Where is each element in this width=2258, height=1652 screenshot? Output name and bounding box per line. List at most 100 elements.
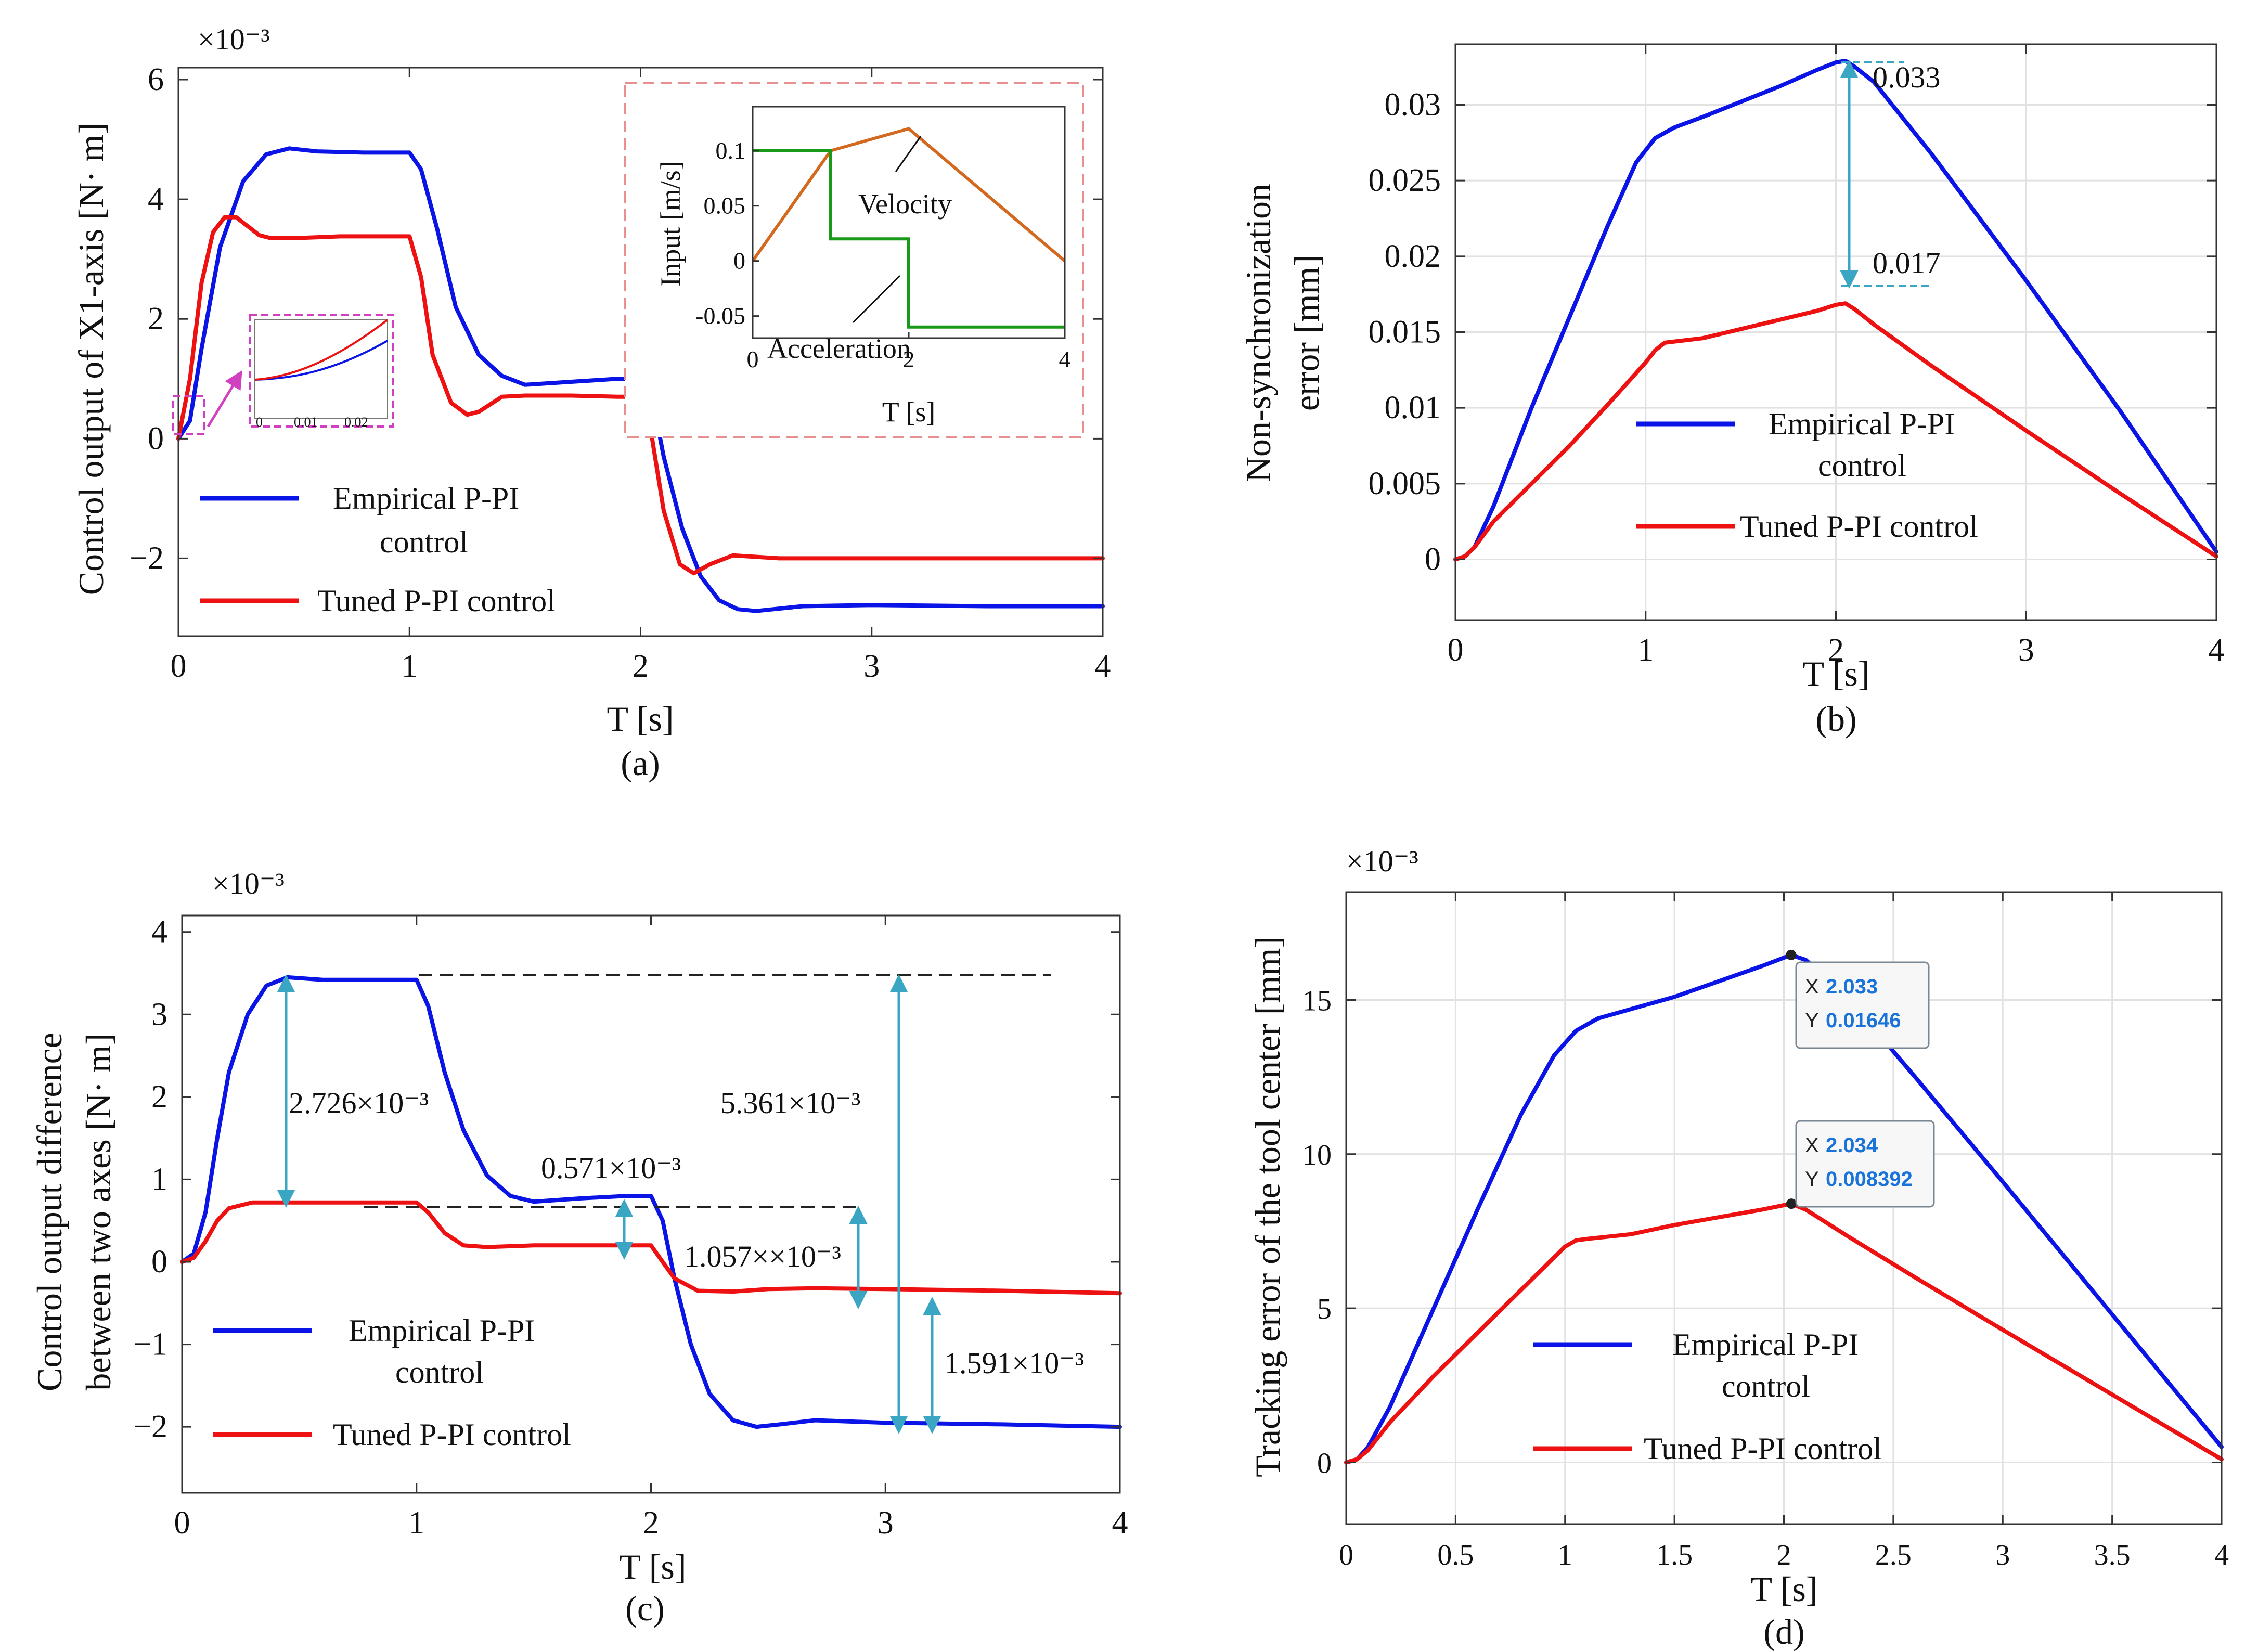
legend-label-tuned: Tuned P-PI control bbox=[317, 584, 556, 618]
panel-b-ytick-label: 0.02 bbox=[1385, 239, 1441, 274]
legend-label-empirical: Empirical P-PI bbox=[1672, 1327, 1859, 1362]
legend-label-tuned: Tuned P-PI control bbox=[1740, 509, 1978, 544]
panel-d-xtick-label: 1 bbox=[1558, 1539, 1572, 1571]
input-inset-ytick-label: 0.05 bbox=[704, 192, 746, 219]
panel-c: 0 1 2 3 4 −2 −1 0 1 2 3 4 ×10⁻³ Control output diff… bbox=[30, 867, 1128, 1628]
panel-d-series-empirical bbox=[1344, 952, 2224, 1465]
input-inset-ytick-label: 0.1 bbox=[716, 137, 746, 164]
panel-b-series-empirical bbox=[1453, 59, 2218, 562]
panel-a-xtick-label: 4 bbox=[1095, 649, 1111, 684]
panel-d-ytick-label: 5 bbox=[1317, 1293, 1332, 1325]
input-inset-xtick-label: 4 bbox=[1059, 346, 1071, 372]
datatip-x-label: X bbox=[1805, 1134, 1819, 1157]
panel-b-ylabel-1: Non-synchronization bbox=[1238, 184, 1278, 482]
input-inset-xtick-label: 2 bbox=[903, 346, 915, 372]
datatip-x-value: 2.033 bbox=[1826, 975, 1878, 998]
panel-b: 0 1 2 3 4 0 0.005 0.01 0.015 0.02 0.025 0.03 Non-sy… bbox=[1238, 43, 2225, 739]
datatip-x-value: 2.034 bbox=[1826, 1134, 1878, 1157]
panel-d-xtick-label: 3 bbox=[1995, 1539, 2010, 1571]
panel-a-ytick-label: 4 bbox=[148, 182, 164, 217]
panel-a-caption: (a) bbox=[621, 743, 660, 783]
panel-b-xtick-label: 2 bbox=[1828, 633, 1844, 668]
panel-b-xtick-label: 1 bbox=[1637, 633, 1654, 668]
panel-c-multiplier: ×10⁻³ bbox=[212, 867, 285, 900]
panel-d-series-tuned bbox=[1344, 1202, 2224, 1465]
panel-b-ytick-label: 0.025 bbox=[1369, 163, 1441, 198]
panel-b-xtick-label: 0 bbox=[1448, 633, 1464, 668]
annotation-5361: 5.361×10⁻³ bbox=[720, 1086, 860, 1120]
legend-label-empirical-2: control bbox=[1722, 1369, 1810, 1403]
panel-d-ytick-label: 0 bbox=[1317, 1447, 1332, 1479]
legend-label-empirical-2: control bbox=[395, 1355, 484, 1389]
datatip-box bbox=[1795, 961, 1930, 1049]
annotation-0571: 0.571×10⁻³ bbox=[541, 1151, 681, 1185]
annotation-0033: 0.033 bbox=[1873, 60, 1941, 94]
legend-label-tuned: Tuned P-PI control bbox=[333, 1417, 571, 1452]
zoom-arrow bbox=[207, 370, 242, 428]
acceleration-pointer bbox=[852, 275, 901, 324]
panel-a-xtick-label: 1 bbox=[402, 649, 418, 684]
input-inset-ytick-label: -0.05 bbox=[695, 303, 745, 329]
panel-a-ytick-label: 0 bbox=[148, 421, 164, 456]
panel-c-ylabel-2: between two axes [N· m] bbox=[79, 1033, 118, 1390]
panel-a-ytick-label: 2 bbox=[148, 301, 164, 337]
panel-a-ylabel: Control output of X1-axis [N· m] bbox=[71, 123, 111, 595]
panel-c-ytick-label: 4 bbox=[151, 914, 167, 950]
panel-c-ytick-label: −2 bbox=[133, 1409, 167, 1444]
panel-b-xtick-label: 3 bbox=[2018, 633, 2034, 668]
panel-c-xtick-label: 3 bbox=[878, 1505, 894, 1541]
datatip-box bbox=[1795, 1120, 1935, 1208]
panel-a-xtick-label: 3 bbox=[863, 649, 880, 684]
panel-b-xtick-label: 4 bbox=[2209, 633, 2225, 668]
datatip-y-label: Y bbox=[1805, 1168, 1819, 1191]
panel-b-ytick-label: 0.015 bbox=[1369, 315, 1441, 350]
panel-d-datatip-2[interactable]: X 2.034 Y 0.008392 bbox=[1786, 1120, 1935, 1209]
input-inset-xtick-label: 0 bbox=[747, 346, 759, 372]
panel-d-xtick-label: 0 bbox=[1339, 1539, 1353, 1571]
panel-d-legend: Empirical P-PI control Tuned P-PI contro… bbox=[1533, 1327, 1882, 1466]
panel-d-xlabel: T [s] bbox=[1750, 1569, 1817, 1609]
panel-d-multiplier: ×10⁻³ bbox=[1346, 844, 1418, 878]
panel-c-xtick-label: 1 bbox=[408, 1505, 424, 1541]
zoom-tick-1: 0.01 bbox=[294, 415, 318, 430]
panel-c-ytick-label: 0 bbox=[151, 1244, 167, 1280]
panel-c-ytick-label: 1 bbox=[151, 1161, 167, 1197]
legend-label-empirical-2: control bbox=[380, 525, 468, 559]
panel-c-xlabel: T [s] bbox=[619, 1547, 686, 1586]
panel-d-xtick-label: 4 bbox=[2214, 1539, 2229, 1571]
legend-label-tuned: Tuned P-PI control bbox=[1644, 1431, 1882, 1466]
panel-d-xtick-label: 2 bbox=[1777, 1539, 1791, 1571]
annotation-1057: 1.057××10⁻³ bbox=[684, 1240, 841, 1273]
datatip-marker bbox=[1786, 1198, 1797, 1209]
panel-d-ytick-label: 15 bbox=[1302, 985, 1332, 1017]
panel-b-ytick-label: 0.01 bbox=[1385, 390, 1441, 425]
legend-label-empirical-2: control bbox=[1818, 448, 1906, 483]
panel-d-caption: (d) bbox=[1763, 1612, 1804, 1651]
datatip-y-label: Y bbox=[1805, 1009, 1819, 1032]
zoom-tick-2: 0.02 bbox=[344, 415, 368, 430]
panel-d-datatip-1[interactable]: X 2.033 Y 0.01646 bbox=[1786, 949, 1930, 1049]
panel-c-xtick-label: 4 bbox=[1112, 1505, 1128, 1541]
input-inset-xlabel: T [s] bbox=[882, 396, 936, 428]
input-inset-series-velocity bbox=[751, 127, 1066, 262]
panel-d-ylabel: Tracking error of the tool center [mm] bbox=[1248, 936, 1287, 1477]
panel-a-zoom-inset: 0 0.01 0.02 bbox=[172, 314, 394, 435]
panel-a-ytick-label: 6 bbox=[148, 62, 164, 97]
annotation-0017: 0.017 bbox=[1873, 246, 1941, 280]
input-inset-series-acceleration bbox=[753, 149, 1065, 329]
zoom-line-tuned bbox=[254, 319, 389, 381]
zoom-tick-0: 0 bbox=[256, 415, 263, 430]
panel-b-xlabel: T [s] bbox=[1802, 654, 1869, 693]
panel-a-series-tuned bbox=[176, 215, 1105, 576]
panel-c-legend: Empirical P-PI control Tuned P-PI contro… bbox=[213, 1313, 571, 1452]
panel-b-ytick-label: 0 bbox=[1425, 541, 1441, 577]
legend-label-empirical: Empirical P-PI bbox=[333, 481, 519, 515]
panel-a-xlabel: T [s] bbox=[607, 699, 674, 739]
annotation-2726: 2.726×10⁻³ bbox=[289, 1086, 429, 1120]
panel-c-ytick-label: 2 bbox=[151, 1079, 167, 1115]
panel-d: 0 0.5 1 1.5 2 2.5 3 3.5 4 0 5 10 15 ×10⁻³ Tracking e… bbox=[1248, 844, 2229, 1651]
panel-d-xtick-label: 1.5 bbox=[1656, 1539, 1693, 1571]
panel-a-xtick-label: 2 bbox=[633, 649, 649, 684]
panel-c-ytick-label: −1 bbox=[133, 1327, 167, 1362]
